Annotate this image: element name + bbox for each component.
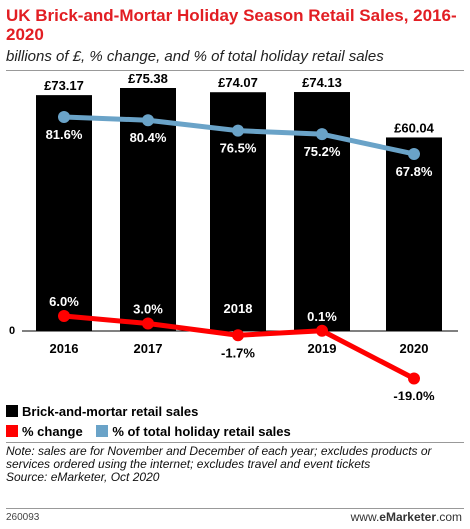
x-tick-2020: 2020 <box>400 341 429 356</box>
change-label-2018: -1.7% <box>221 345 255 360</box>
brand-name: eMarketer <box>379 510 436 524</box>
share-label-2016: 81.6% <box>46 127 83 142</box>
chart-title: UK Brick-and-Mortar Holiday Season Retai… <box>6 6 457 44</box>
change-point-2016 <box>58 310 70 322</box>
legend-label-change: % change <box>22 424 83 439</box>
share-label-2017: 80.4% <box>130 130 167 145</box>
brand-suffix: .com <box>435 510 462 524</box>
bar-label-2018: £74.07 <box>218 75 258 90</box>
change-point-2017 <box>142 317 154 330</box>
chart-note-block: Note: sales are for November and Decembe… <box>6 445 461 484</box>
legend-swatch-change <box>6 425 18 437</box>
change-point-2018 <box>232 329 244 342</box>
change-label-2017: 3.0% <box>133 302 163 317</box>
chart-source: Source: eMarketer, Oct 2020 <box>6 470 160 484</box>
legend-swatch-share <box>96 425 109 437</box>
share-point-2019 <box>316 128 328 141</box>
share-label-2018: 76.5% <box>220 141 257 156</box>
bar-2020 <box>386 137 442 331</box>
share-point-2020 <box>408 147 420 160</box>
x-tick-2016: 2016 <box>50 341 79 356</box>
share-label-2020: 67.8% <box>396 164 433 179</box>
bar-label-2020: £60.04 <box>394 120 435 135</box>
x-tick-2019: 2019 <box>308 341 337 356</box>
footer-divider <box>6 508 464 509</box>
share-point-2016 <box>58 111 70 123</box>
legend-label-share: % of total holiday retail sales <box>112 424 291 439</box>
change-label-2019: 0.1% <box>307 309 337 324</box>
x-tick-2017: 2017 <box>134 341 163 356</box>
bar-2017 <box>120 88 176 331</box>
x-tick-2018: 2018 <box>224 301 253 316</box>
share-label-2019: 75.2% <box>304 144 341 159</box>
zero-label: 0 <box>9 325 15 337</box>
share-point-2017 <box>142 114 154 127</box>
change-label-2020: -19.0% <box>393 389 435 401</box>
chart-note: Note: sales are for November and Decembe… <box>6 444 432 471</box>
note-divider <box>6 442 464 443</box>
top-divider <box>6 70 464 71</box>
legend-label-bar: Brick-and-mortar retail sales <box>22 404 199 419</box>
bar-2016 <box>36 95 92 332</box>
bar-label-2017: £75.38 <box>128 71 168 86</box>
change-label-2016: 6.0% <box>49 294 79 309</box>
change-point-2020 <box>408 372 420 385</box>
chart-area: 0 £73.17 £75.38 £74.07 £74.13 £60.04 2016 2017 2… <box>9 71 458 401</box>
change-point-2019 <box>316 324 328 337</box>
share-point-2018 <box>232 124 244 137</box>
brand-prefix: www. <box>350 510 380 524</box>
legend-bar: Brick-and-mortar retail sales <box>6 404 198 419</box>
chart-id: 260093 <box>6 512 40 523</box>
bar-label-2016: £73.17 <box>44 78 84 93</box>
bar-2019 <box>294 92 350 331</box>
chart-subtitle: billions of £, % change, and % of total … <box>6 48 384 65</box>
bar-label-2019: £74.13 <box>302 75 342 90</box>
brand-link[interactable]: www.eMarketer.com <box>351 510 462 524</box>
legend-lines: % change % of total holiday retail sales <box>6 424 291 439</box>
legend-swatch-bar <box>6 405 18 417</box>
